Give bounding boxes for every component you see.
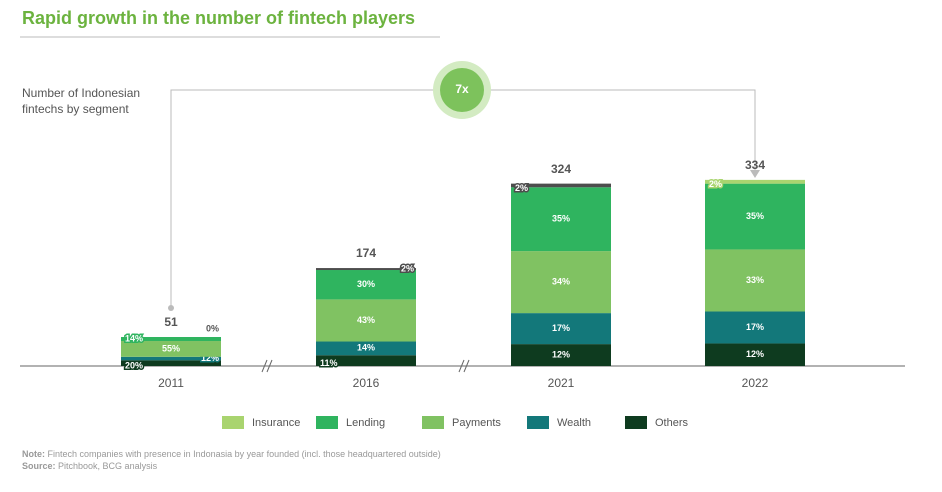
bar-segment	[121, 341, 221, 357]
bar-segment	[705, 311, 805, 344]
source-text: Pitchbook, BCG analysis	[58, 461, 158, 471]
bar-segment	[511, 344, 611, 366]
annotation-circle	[440, 68, 484, 112]
legend-swatch	[316, 416, 338, 429]
data-label: 12%	[746, 349, 764, 359]
note-label: Note:	[22, 449, 45, 459]
total-label: 174	[356, 246, 376, 260]
bracket-dot	[168, 305, 174, 311]
x-tick-label: 2022	[742, 376, 769, 390]
data-label: 2%	[709, 179, 722, 189]
y-label-box: Number of Indonesian fintechs by segment	[22, 86, 141, 116]
bar-segment	[121, 337, 221, 342]
data-label: 33%	[746, 275, 764, 285]
data-label: 55%	[162, 343, 180, 353]
y-label: Number of Indonesian fintechs by segment	[22, 86, 141, 116]
bar-segment	[121, 360, 221, 366]
bar-segment	[511, 313, 611, 345]
data-label: 30%	[357, 279, 375, 289]
annotation: 7x	[455, 82, 469, 96]
x-tick-label: 2021	[548, 376, 575, 390]
note-text: Fintech companies with presence in Indon…	[48, 449, 441, 459]
legend-label: Others	[655, 417, 689, 429]
total-label: 51	[164, 315, 178, 329]
data-label: 0%	[206, 323, 219, 333]
legend-label: Insurance	[252, 417, 300, 429]
data-label: 20%	[125, 361, 143, 371]
x-tick-label: 2016	[353, 376, 380, 390]
total-label: 334	[745, 158, 765, 172]
data-label: 34%	[552, 276, 570, 286]
bar-segment	[705, 183, 805, 250]
data-label: 17%	[552, 323, 570, 333]
legend-label: Wealth	[557, 417, 591, 429]
bar-segment	[316, 270, 416, 300]
growth-bracket	[170, 89, 756, 308]
x-tick-label: 2011	[158, 376, 184, 390]
chart-title: Rapid growth in the number of fintech pl…	[22, 8, 415, 28]
data-label: 35%	[746, 211, 764, 221]
legend-swatch	[625, 416, 647, 429]
data-label: 35%	[552, 214, 570, 224]
bar-segment	[316, 299, 416, 342]
legend-swatch	[422, 416, 444, 429]
legend-swatch	[222, 416, 244, 429]
bar-segment	[511, 251, 611, 314]
bar-segment	[316, 268, 416, 271]
bracket-arrow	[750, 170, 760, 178]
total-label: 324	[551, 162, 571, 176]
legend-swatch	[527, 416, 549, 429]
data-label: 2%	[515, 183, 528, 193]
data-label: 17%	[746, 322, 764, 332]
bar-segment	[121, 356, 221, 361]
bar-segment	[511, 183, 611, 188]
legend-label: Payments	[452, 417, 501, 429]
bar-segment	[316, 355, 416, 366]
legend-label: Lending	[346, 417, 385, 429]
bar-segment	[316, 341, 416, 356]
note: Note: Fintech companies with presence in…	[22, 449, 441, 459]
data-label: 2%	[401, 263, 414, 273]
bar-segment	[705, 179, 805, 184]
source-label: Source:	[22, 461, 56, 471]
axis-breaks	[261, 359, 470, 373]
bar-segment	[705, 343, 805, 366]
bar-segment	[511, 187, 611, 252]
data-label: 43%	[357, 315, 375, 325]
bar-segment	[705, 249, 805, 312]
data-label: 12%	[552, 349, 570, 359]
data-label: 14%	[357, 343, 375, 353]
data-label: 11%	[320, 358, 338, 368]
source: Source: Pitchbook, BCG analysis	[22, 461, 158, 471]
data-label: 14%	[125, 333, 143, 343]
